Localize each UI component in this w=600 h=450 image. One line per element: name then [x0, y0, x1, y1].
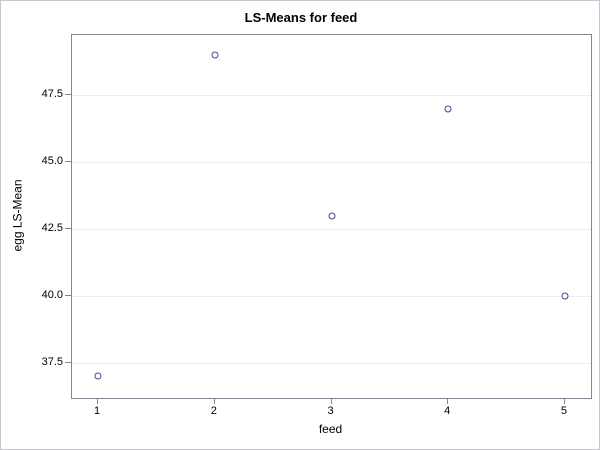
data-point — [211, 51, 219, 59]
y-tick-label: 40.0 — [41, 289, 63, 302]
plot-area — [71, 34, 592, 399]
y-tick-label: 42.5 — [41, 222, 63, 235]
x-tick-label: 4 — [444, 405, 451, 417]
x-tick-mark — [97, 398, 99, 404]
x-tick-label: 1 — [93, 405, 101, 417]
y-tick-label: 47.5 — [41, 88, 63, 101]
y-tick-mark — [65, 295, 71, 297]
y-gridline — [72, 95, 591, 97]
x-tick-mark — [213, 398, 215, 404]
y-tick-mark — [65, 361, 71, 363]
y-gridline — [72, 229, 591, 231]
y-tick-mark — [65, 161, 71, 163]
y-tick-label: 45.0 — [41, 155, 63, 168]
y-axis-label: egg LS-Mean — [10, 179, 25, 252]
data-point — [444, 105, 452, 113]
y-tick-label: 37.5 — [41, 355, 63, 368]
y-gridline — [72, 296, 591, 298]
x-tick-mark — [330, 398, 332, 404]
x-tick-label: 3 — [327, 405, 334, 417]
x-tick-label: 2 — [210, 405, 217, 417]
x-tick-mark — [563, 398, 565, 404]
x-tick-mark — [447, 398, 449, 404]
data-point — [94, 372, 102, 380]
data-point — [328, 212, 335, 220]
chart-title: LS-Means for feed — [244, 10, 358, 25]
y-gridline — [72, 162, 591, 164]
x-axis-label: feed — [318, 422, 343, 436]
x-tick-label: 5 — [560, 405, 568, 417]
data-point — [561, 292, 569, 300]
y-tick-mark — [65, 94, 71, 96]
y-tick-mark — [65, 228, 71, 230]
y-gridline — [72, 362, 591, 364]
